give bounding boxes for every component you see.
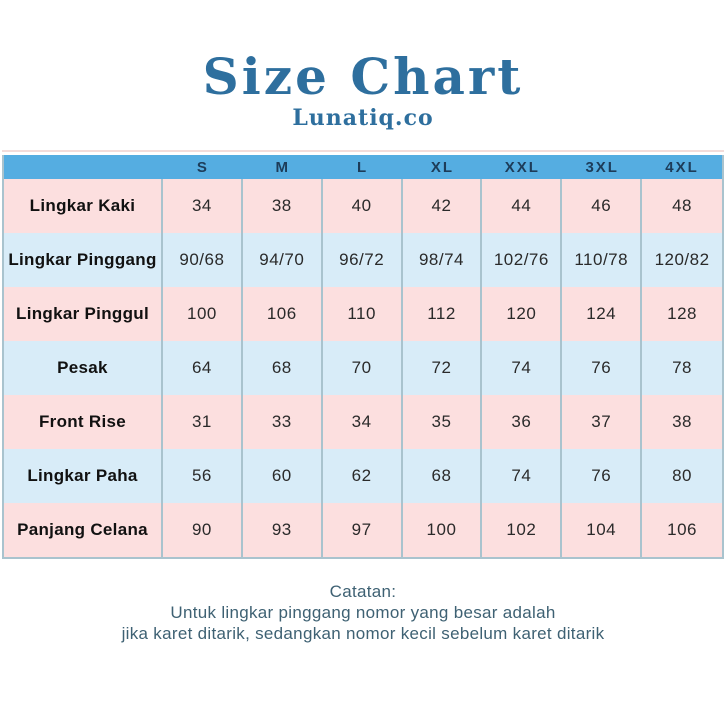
size-value-cell: 46 [562, 179, 643, 234]
size-value-cell: 34 [323, 395, 403, 450]
size-value-cell: 94/70 [243, 233, 323, 288]
size-value-cell: 120/82 [654, 250, 710, 270]
size-value-cell: 48 [672, 196, 693, 216]
row-label: Lingkar Pinggang [4, 233, 163, 288]
size-value-cell: 102 [482, 503, 563, 558]
row-label: Lingkar Kaki [4, 179, 163, 234]
size-value-cell: 56 [163, 449, 243, 504]
column-header-l: L [357, 158, 369, 176]
table-top-accent-strip [2, 150, 724, 153]
size-value-cell: 120 [482, 287, 563, 342]
table-row-front-rise: Front Rise 31 33 34 35 36 37 38 [4, 395, 722, 450]
size-value-cell: 80 [672, 466, 693, 486]
notes-line-2: jika karet ditarik, sedangkan nomor keci… [121, 624, 605, 644]
size-value-cell: 110 [323, 287, 403, 342]
size-value-cell: 110/78 [562, 233, 643, 288]
column-header-blank [4, 155, 163, 179]
table-header-row: S M L XL XXL 3XL 4XL [4, 155, 722, 180]
table-row-lingkar-pinggang: Lingkar Pinggang 90/68 94/70 96/72 98/74… [4, 233, 722, 288]
size-value-cell: 74 [482, 449, 563, 504]
row-label: Lingkar Paha [4, 449, 163, 504]
row-label: Panjang Celana [4, 503, 163, 558]
row-label: Front Rise [4, 395, 163, 450]
size-value-cell: 72 [403, 341, 483, 396]
size-value-cell: 64 [163, 341, 243, 396]
size-value-cell: 106 [667, 520, 697, 540]
size-value-cell: 70 [323, 341, 403, 396]
size-value-cell: 40 [323, 179, 403, 234]
row-label: Pesak [4, 341, 163, 396]
size-value-cell: 124 [562, 287, 643, 342]
table-row-lingkar-paha: Lingkar Paha 56 60 62 68 74 76 80 [4, 449, 722, 504]
notes-section: Catatan: Untuk lingkar pinggang nomor ya… [0, 581, 726, 644]
size-value-cell: 37 [562, 395, 643, 450]
column-header-4xl: 4XL [665, 158, 699, 176]
notes-heading: Catatan: [329, 582, 397, 602]
size-value-cell: 31 [163, 395, 243, 450]
size-value-cell: 76 [562, 449, 643, 504]
size-value-cell: 34 [163, 179, 243, 234]
table-row-lingkar-pinggul: Lingkar Pinggul 100 106 110 112 120 124 … [4, 287, 722, 342]
size-value-cell: 74 [482, 341, 563, 396]
size-value-cell: 128 [667, 304, 697, 324]
size-value-cell: 98/74 [403, 233, 483, 288]
size-value-cell: 68 [243, 341, 323, 396]
table-row-panjang-celana: Panjang Celana 90 93 97 100 102 104 106 [4, 503, 722, 558]
brand-subtitle: Lunatiq.co [292, 105, 434, 131]
size-value-cell: 78 [672, 358, 693, 378]
column-header-s: S [196, 158, 209, 176]
column-header-m: M [275, 158, 291, 176]
table-row-lingkar-kaki: Lingkar Kaki 34 38 40 42 44 46 48 [4, 179, 722, 234]
size-value-cell: 106 [243, 287, 323, 342]
size-value-cell: 42 [403, 179, 483, 234]
size-value-cell: 100 [163, 287, 243, 342]
size-value-cell: 44 [482, 179, 563, 234]
size-value-cell: 68 [403, 449, 483, 504]
row-label: Lingkar Pinggul [4, 287, 163, 342]
size-value-cell: 90/68 [163, 233, 243, 288]
page-title: Size Chart [202, 47, 524, 106]
size-value-cell: 62 [323, 449, 403, 504]
notes-line-1: Untuk lingkar pinggang nomor yang besar … [170, 603, 556, 623]
size-value-cell: 102/76 [482, 233, 563, 288]
size-value-cell: 97 [323, 503, 403, 558]
size-value-cell: 38 [243, 179, 323, 234]
size-value-cell: 104 [562, 503, 643, 558]
size-value-cell: 93 [243, 503, 323, 558]
size-value-cell: 60 [243, 449, 323, 504]
size-value-cell: 36 [482, 395, 563, 450]
size-value-cell: 38 [672, 412, 693, 432]
column-header-3xl: 3XL [585, 158, 619, 176]
column-header-xl: XL [430, 158, 455, 176]
size-value-cell: 100 [403, 503, 483, 558]
size-chart-table: S M L XL XXL 3XL 4XL Lingkar Kaki 34 38 … [2, 155, 724, 560]
table-row-pesak: Pesak 64 68 70 72 74 76 78 [4, 341, 722, 396]
size-value-cell: 35 [403, 395, 483, 450]
size-value-cell: 33 [243, 395, 323, 450]
size-value-cell: 76 [562, 341, 643, 396]
size-value-cell: 96/72 [323, 233, 403, 288]
column-header-xxl: XXL [504, 158, 540, 176]
size-value-cell: 90 [163, 503, 243, 558]
size-value-cell: 112 [403, 287, 483, 342]
